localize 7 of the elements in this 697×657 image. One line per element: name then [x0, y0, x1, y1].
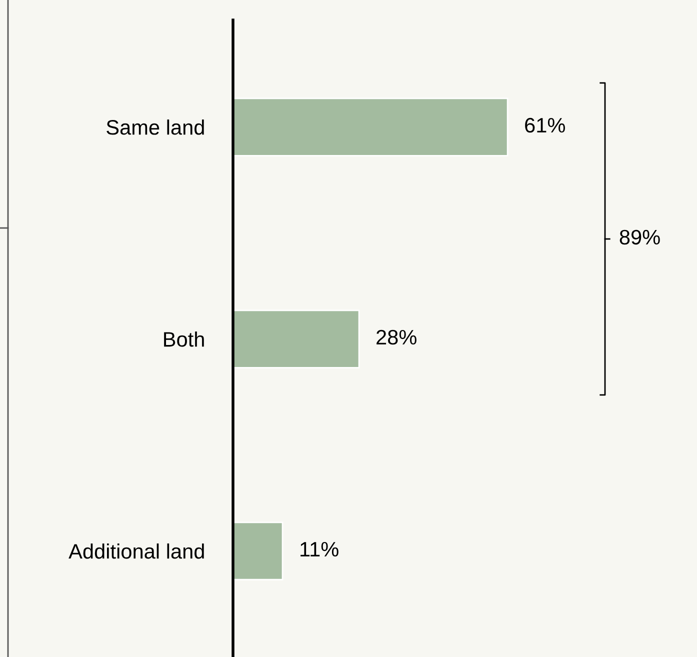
- y-tick-label: Both: [164, 331, 204, 347]
- text: 89%: [620, 230, 660, 245]
- data-label: 28%: [376, 330, 416, 345]
- data-label: 11%: [300, 542, 338, 557]
- y-tick-label: Same land: [106, 120, 204, 135]
- data-label: 61%: [525, 118, 565, 133]
- y-tick-label: Additional land: [68, 543, 204, 559]
